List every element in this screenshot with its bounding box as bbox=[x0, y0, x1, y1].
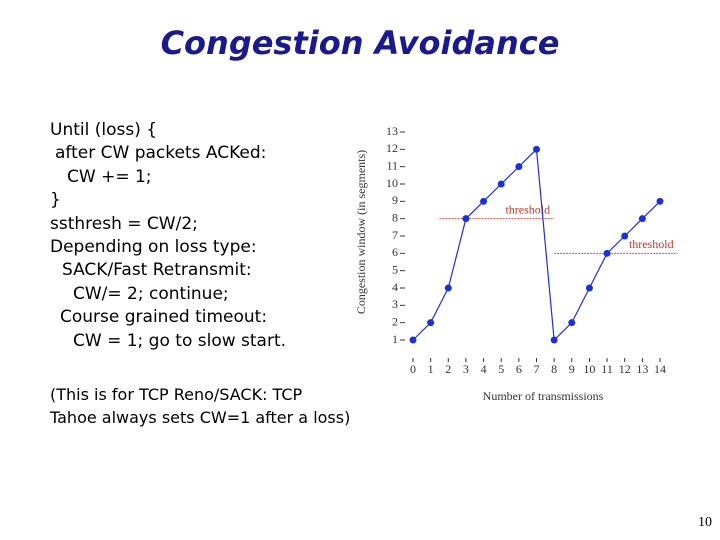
code-line: Until (loss) { bbox=[50, 120, 158, 140]
x-tick-label: 0 bbox=[410, 362, 416, 376]
x-tick-label: 2 bbox=[445, 362, 451, 376]
threshold-label: threshold bbox=[505, 202, 550, 216]
y-axis-label: Congestion window (in segments) bbox=[354, 150, 368, 314]
data-point bbox=[480, 197, 488, 205]
x-tick-label: 5 bbox=[498, 362, 504, 376]
x-tick-label: 3 bbox=[463, 362, 469, 376]
code-line: CW += 1; bbox=[67, 166, 152, 187]
x-tick-label: 8 bbox=[551, 362, 557, 376]
y-tick-label: 1 bbox=[392, 332, 398, 346]
x-tick-label: 14 bbox=[654, 362, 666, 376]
y-tick-label: 7 bbox=[392, 228, 398, 242]
threshold-label: threshold bbox=[629, 237, 674, 251]
y-tick-label: 2 bbox=[392, 314, 398, 328]
data-point bbox=[568, 319, 576, 327]
data-point bbox=[444, 284, 452, 292]
data-point bbox=[585, 284, 593, 292]
x-tick-label: 1 bbox=[428, 362, 434, 376]
y-tick-label: 4 bbox=[392, 280, 398, 294]
data-point bbox=[550, 336, 558, 344]
data-point bbox=[409, 336, 417, 344]
x-tick-label: 13 bbox=[636, 362, 648, 376]
code-line: ssthresh = CW/2; bbox=[50, 213, 198, 234]
code-line: SACK/Fast Retransmit: bbox=[62, 260, 252, 281]
y-tick-label: 6 bbox=[392, 245, 398, 259]
code-line: CW/= 2; continue; bbox=[73, 283, 229, 304]
y-tick-label: 11 bbox=[386, 158, 398, 172]
y-tick-label: 3 bbox=[392, 297, 398, 311]
x-tick-label: 11 bbox=[601, 362, 613, 376]
y-tick-label: 10 bbox=[386, 176, 398, 190]
data-point bbox=[638, 215, 646, 223]
x-axis-label: Number of transmissions bbox=[483, 389, 604, 403]
y-tick-label: 9 bbox=[392, 193, 398, 207]
note-line: Tahoe always sets CW=1 after a loss) bbox=[50, 408, 351, 427]
y-tick-label: 12 bbox=[386, 141, 398, 155]
x-tick-label: 6 bbox=[516, 362, 522, 376]
data-point bbox=[497, 180, 505, 188]
data-point bbox=[533, 145, 540, 153]
x-tick-label: 9 bbox=[569, 362, 575, 376]
code-line: CW = 1; go to slow start. bbox=[73, 330, 287, 351]
note-line: (This is for TCP Reno/SACK: TCP bbox=[50, 385, 303, 404]
code-line: Course grained timeout: bbox=[60, 307, 268, 328]
y-tick-label: 8 bbox=[392, 210, 398, 224]
data-point bbox=[656, 197, 664, 205]
code-line: after CW packets ACKed: bbox=[55, 143, 267, 164]
code-line: Depending on loss type: bbox=[50, 237, 257, 257]
x-tick-label: 12 bbox=[619, 362, 631, 376]
series-line bbox=[412, 148, 661, 342]
y-tick-label: 5 bbox=[392, 262, 398, 276]
y-tick-label: 13 bbox=[386, 124, 398, 138]
data-point bbox=[515, 163, 523, 171]
slide-title: Congestion Avoidance bbox=[160, 24, 560, 62]
page-number: 10 bbox=[698, 515, 712, 530]
data-point bbox=[427, 319, 435, 327]
x-tick-label: 7 bbox=[534, 362, 540, 376]
data-point bbox=[621, 232, 629, 240]
code-line: } bbox=[50, 190, 61, 211]
x-tick-label: 10 bbox=[583, 362, 595, 376]
x-tick-label: 4 bbox=[481, 362, 487, 376]
data-point bbox=[603, 249, 611, 257]
data-point bbox=[462, 215, 470, 223]
